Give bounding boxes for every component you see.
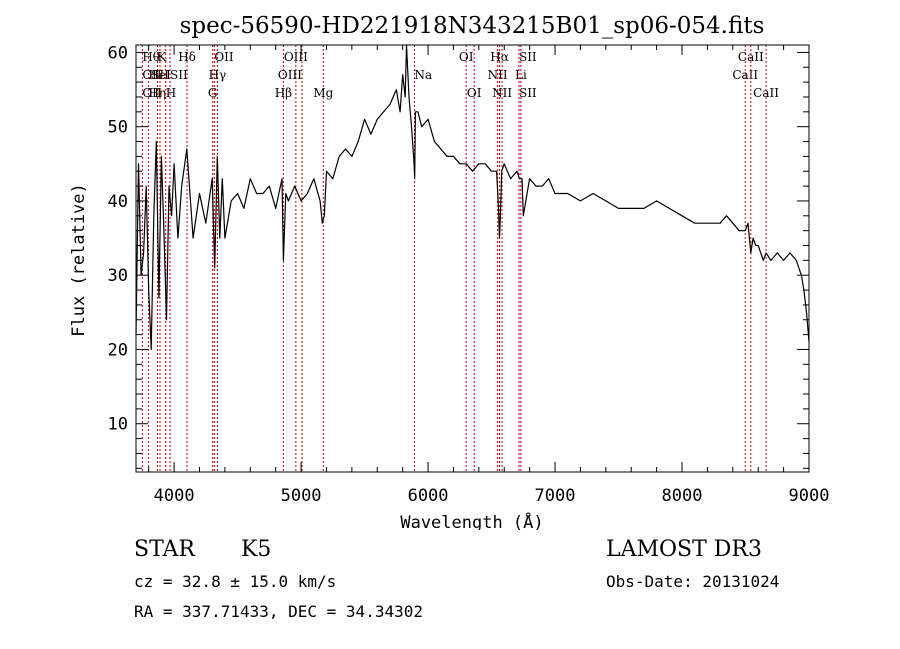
- spectral-line-label: Li: [515, 68, 527, 82]
- spectral-line-label: K: [157, 50, 167, 64]
- spectral-line-label: CaII: [753, 86, 779, 100]
- spectral-line-markers: HθOIIOIIHeIHηKSIIHSIIHδGOIIHγHβOIIIOIIIM…: [141, 45, 779, 472]
- spectral-line-label: NII: [488, 68, 508, 82]
- spectral-line-label: Hδ: [178, 50, 196, 64]
- object-class: STAR: [134, 537, 195, 562]
- y-tick-label: 20: [108, 340, 128, 360]
- x-tick-label: 9000: [789, 486, 830, 506]
- spectral-line-label: SII: [519, 86, 537, 100]
- spectral-line-label: CaII: [732, 68, 758, 82]
- coordinates: RA = 337.71433, DEC = 34.34302: [134, 602, 423, 621]
- x-tick-label: 7000: [535, 486, 576, 506]
- spectral-line-label: OI: [459, 50, 474, 64]
- chart-title: spec-56590-HD221918N343215B01_sp06-054.f…: [180, 13, 765, 39]
- spectral-line-label: Hα: [490, 50, 509, 64]
- spectrum-flux-line: [135, 44, 810, 351]
- x-tick-label: 4000: [154, 486, 195, 506]
- x-tick-label: 5000: [281, 486, 322, 506]
- spectral-line-label: SII: [151, 68, 169, 82]
- spectral-line-label: Hθ: [142, 50, 160, 64]
- survey-name: LAMOST DR3: [606, 537, 762, 562]
- x-axis-label: Wavelength (Å): [400, 511, 543, 530]
- y-tick-label: 10: [108, 415, 128, 435]
- spectral-line-label: SII: [519, 50, 537, 64]
- spectral-line-label: Mg: [313, 86, 333, 100]
- spectral-line-label: Na: [414, 68, 432, 82]
- spectral-line-label: Hγ: [209, 68, 227, 82]
- y-tick-label: 60: [108, 43, 128, 63]
- y-tick-label: 30: [108, 266, 128, 286]
- spectral-line-label: G: [208, 86, 218, 100]
- x-tick-label: 8000: [662, 486, 703, 506]
- spectral-line-label: CaII: [738, 50, 764, 64]
- spectral-line-label: NII: [492, 86, 512, 100]
- spectral-line-label: H: [166, 86, 176, 100]
- spectral-line-label: OI: [467, 86, 482, 100]
- y-axis-label: Flux (relative): [69, 183, 89, 337]
- redshift-cz: cz = 32.8 ± 15.0 km/s: [134, 572, 337, 591]
- spectral-line-label: SII: [170, 68, 188, 82]
- spectral-line-label: OIII: [284, 50, 308, 64]
- x-axis: 4000 5000 6000 7000 8000 9000: [148, 45, 830, 506]
- y-tick-label: 50: [108, 118, 128, 138]
- spectral-line-label: Hβ: [275, 86, 292, 100]
- spectrum-chart: spec-56590-HD221918N343215B01_sp06-054.f…: [69, 13, 830, 530]
- y-axis: 10 20 30 40 50 60: [108, 43, 809, 469]
- spectral-line-label: OIII: [278, 68, 302, 82]
- x-tick-label: 6000: [408, 486, 449, 506]
- plot-frame: [135, 44, 810, 473]
- y-tick-label: 40: [108, 192, 128, 212]
- spectral-subclass: K5: [241, 537, 272, 562]
- spectral-line-label: OII: [214, 50, 234, 64]
- observation-date: Obs-Date: 20131024: [606, 572, 780, 591]
